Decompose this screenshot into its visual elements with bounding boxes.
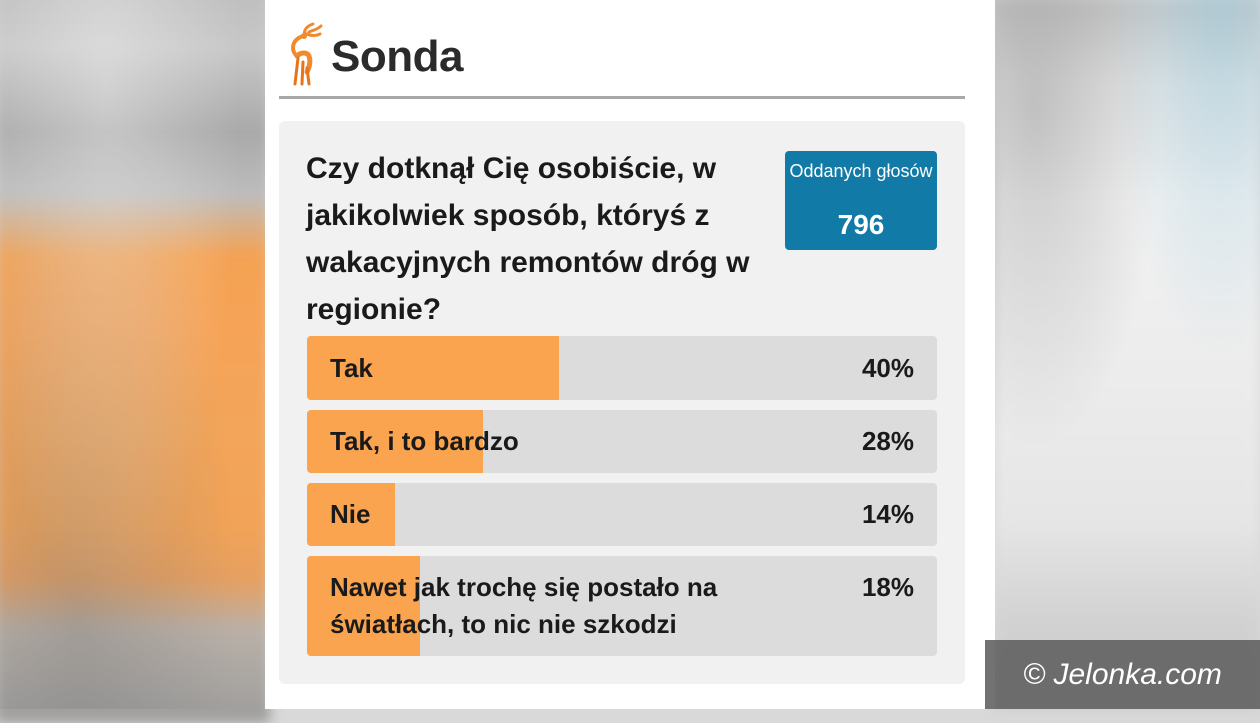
poll-answer-tak-bardzo[interactable]: Tak, i to bardzo 28% [307,410,937,473]
poll-answer-bar [307,410,484,473]
poll-answer-percent: 18% [861,572,914,602]
poll-answer-tak[interactable]: Tak 40% [307,336,937,400]
poll-answer-nawet[interactable]: Nawet jak trochę się postało na światłac… [307,556,937,656]
votes-count: 796 [837,209,885,240]
poll-answer-bar [307,556,421,656]
votes-counter: Oddanych głosów 796 [785,151,937,250]
poll-answer-label: Nawet jak trochę się postało na światłac… [330,572,718,639]
page-title: Sonda [331,32,463,81]
poll-answer-label: Nie [330,499,371,529]
poll-answer-label: Tak [330,353,373,383]
votes-label: Oddanych głosów [789,161,933,181]
blurred-background-left [0,0,271,723]
poll-answer-nie[interactable]: Nie 14% [307,483,937,546]
poll-box: Czy dotknął Cię osobiście, w jakikolwiek… [279,121,965,684]
poll-question: Czy dotknął Cię osobiście, w jakikolwiek… [306,152,750,326]
poll-answer-bar [307,336,559,400]
watermark: © Jelonka.com [985,640,1260,709]
blurred-background-left-overlay [0,0,265,709]
poll-answer-percent: 28% [861,426,914,456]
deer-logo-icon [290,22,323,86]
blurred-background-right-overlay [995,0,1260,709]
poll-answer-label: Tak, i to bardzo [330,426,519,456]
poll-panel: Sonda Czy dotknął Cię osobiście, w jakik… [265,0,995,709]
poll-answer-percent: 40% [861,353,914,383]
poll-answer-bar [307,483,396,546]
poll-answer-percent: 14% [861,499,914,529]
poll-header: Sonda [279,18,965,99]
